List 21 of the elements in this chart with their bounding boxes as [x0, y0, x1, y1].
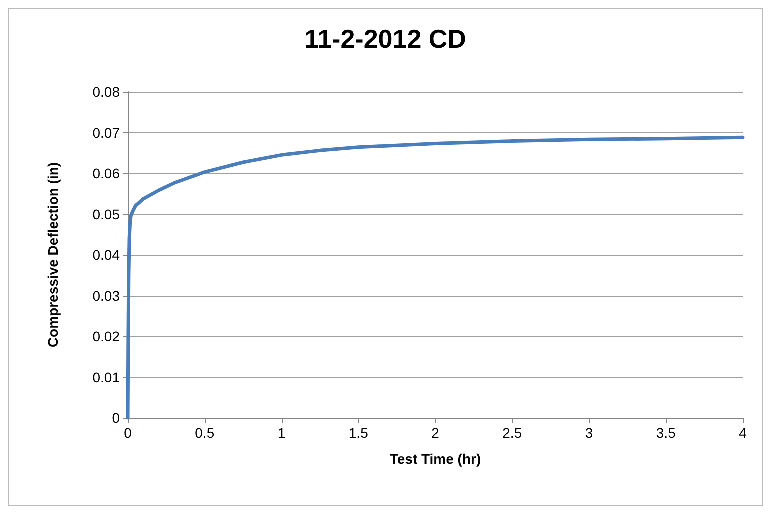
x-tick-label: 3 — [585, 425, 594, 441]
chart-title: 11-2-2012 CD — [304, 24, 466, 54]
x-tick-label: 2 — [432, 425, 440, 441]
y-tick-label: 0.02 — [92, 328, 120, 344]
x-tick-label: 1 — [278, 425, 286, 441]
y-tick-label: 0.08 — [92, 84, 120, 100]
x-tick-label: 2.5 — [502, 425, 522, 441]
x-tick-label: 0 — [124, 425, 132, 441]
x-tick-label: 4 — [739, 425, 748, 441]
x-tick-label: 3.5 — [656, 425, 676, 441]
y-tick-label: 0 — [112, 410, 120, 426]
y-tick-label: 0.05 — [92, 206, 120, 222]
y-axis-title: Compressive Deflection (in) — [45, 162, 61, 348]
x-tick-label: 0.5 — [195, 425, 215, 441]
y-tick-label: 0.01 — [92, 369, 120, 386]
x-tick-label: 1.5 — [348, 425, 369, 441]
x-axis-title: Test Time (hr) — [390, 451, 482, 467]
y-tick-label: 0.03 — [92, 288, 120, 304]
y-tick-label: 0.07 — [92, 124, 120, 141]
y-tick-label: 0.04 — [92, 247, 120, 263]
y-tick-label: 0.06 — [92, 166, 120, 182]
